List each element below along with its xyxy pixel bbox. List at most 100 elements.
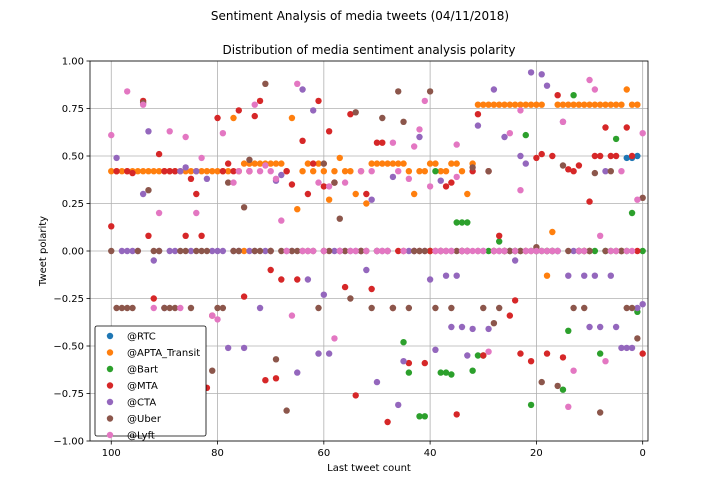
data-point [240,204,248,211]
data-point [496,247,503,255]
data-point [485,348,492,355]
data-point [219,168,227,175]
data-point [543,272,551,279]
legend-frame [94,325,207,437]
data-point [352,190,359,198]
data-point [325,183,333,190]
data-point [193,168,200,175]
data-point [209,367,216,374]
data-point [538,71,545,78]
data-point [607,272,614,279]
x-axis-label: Last tweet count [327,463,411,474]
data-point [559,118,567,126]
data-point [235,168,242,175]
data-point [278,276,285,283]
data-point [166,304,173,312]
data-point [442,272,450,279]
data-point [596,152,604,160]
legend-marker [106,415,114,422]
data-point [581,272,588,279]
data-point [554,382,561,390]
data-point [278,160,285,167]
data-point [310,107,317,114]
data-point [570,92,577,99]
data-point [368,196,375,203]
data-point [448,247,455,255]
data-point [485,101,492,108]
x-tick-label: 40 [424,448,437,459]
data-point [474,101,482,108]
data-point [623,304,630,312]
data-point [607,152,614,160]
data-point [139,190,147,198]
data-point [453,411,460,418]
y-tick-label: 0.50 [62,152,84,163]
data-point [145,168,152,175]
data-point [416,413,423,420]
legend-label: @APTA_Transit [127,348,200,359]
data-point [304,247,312,255]
data-point [294,80,301,88]
data-point [591,169,599,177]
data-point [325,350,333,357]
data-point [299,247,306,255]
data-point [166,168,173,175]
data-point [607,101,614,108]
data-point [628,247,636,255]
data-point [198,154,205,162]
data-point [559,162,567,169]
data-point [108,223,115,230]
data-point [517,101,524,108]
data-point [145,128,152,135]
data-point [224,344,232,352]
data-point [517,350,524,357]
data-point [187,168,195,175]
data-point [448,371,455,378]
data-point [331,335,338,342]
data-point [325,196,333,203]
data-point [517,152,524,160]
data-point [623,86,630,93]
data-point [416,126,423,133]
data-point [432,346,439,353]
data-point [432,304,439,312]
data-point [278,247,285,255]
data-point [437,247,444,255]
data-point [288,312,296,319]
data-point [373,160,381,167]
data-point [453,141,460,148]
data-point [586,198,593,205]
data-point [469,325,476,333]
data-point [251,247,258,255]
data-point [384,160,391,167]
data-point [395,168,402,175]
data-point [517,247,524,255]
data-point [538,247,545,255]
data-point [448,323,455,331]
data-point [155,150,163,158]
data-point [421,359,428,367]
data-point [469,367,476,374]
data-point [570,304,577,312]
data-point [506,130,514,137]
data-point [341,179,349,186]
data-point [272,160,280,167]
data-point [421,168,428,175]
data-point [437,168,444,175]
data-point [575,247,583,255]
data-point [490,247,498,255]
data-point [596,232,604,239]
data-point [634,247,641,255]
data-point [400,339,407,346]
data-point [357,247,365,255]
data-point [581,304,588,312]
data-point [618,168,625,175]
data-point [336,247,343,255]
data-point [299,86,306,93]
data-point [134,247,142,255]
legend-marker [106,349,114,356]
data-point [432,160,439,167]
legend-label: @Uber [127,414,162,425]
data-point [368,160,375,167]
